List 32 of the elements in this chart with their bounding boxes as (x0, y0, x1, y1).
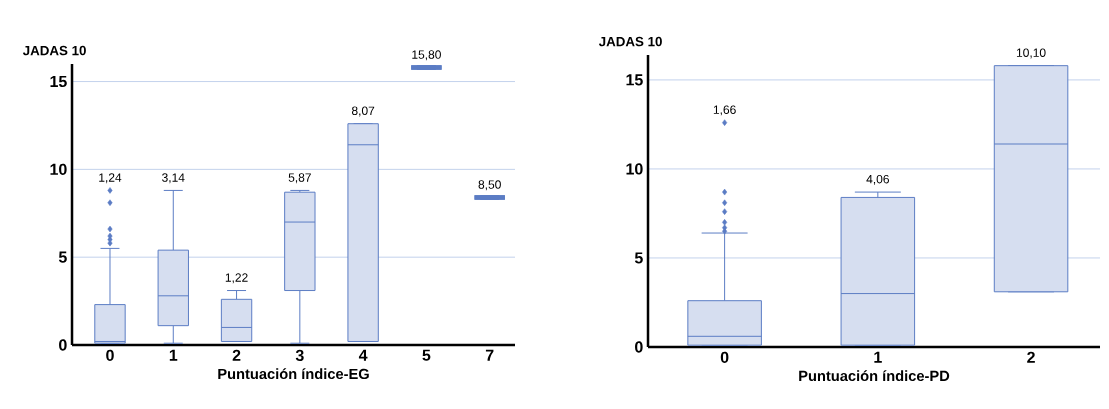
y-tick-label: 10 (626, 163, 643, 175)
annotation: 5,87 (288, 173, 311, 184)
y-axis-title: JADAS 10 (22, 45, 86, 56)
y-tick-label: 0 (635, 341, 643, 353)
x-axis-title: Puntuación índice-EG (218, 368, 369, 380)
y-tick-label: 15 (626, 74, 643, 86)
annotation: 10,10 (1016, 48, 1046, 59)
x-tick-label: 3 (295, 349, 304, 362)
y-tick-label: 0 (59, 339, 67, 351)
x-tick-label: 1 (874, 351, 882, 363)
x-axis-title: Puntuación índice-PD (799, 370, 950, 382)
y-tick-label: 10 (50, 163, 67, 176)
x-tick-label: 5 (422, 349, 431, 361)
x-tick-label: 1 (169, 349, 178, 361)
x-tick-label: 7 (485, 349, 494, 361)
annotation: 4,06 (866, 174, 889, 185)
x-tick-label: 2 (232, 349, 241, 361)
annotation: 1,22 (225, 273, 248, 284)
y-axis-title: JADAS 10 (598, 36, 662, 47)
y-tick-label: 15 (50, 75, 67, 88)
annotation: 8,07 (351, 106, 375, 117)
text: 15,80 (412, 50, 441, 61)
annotation: 3,14 (162, 173, 185, 184)
y-tick-label: 5 (58, 251, 67, 263)
x-tick-label: 2 (1027, 351, 1035, 363)
annotation: 1,66 (713, 105, 736, 116)
x-tick-label: 0 (106, 349, 114, 362)
x-tick-label: 4 (358, 349, 368, 361)
annotation: 1,24 (99, 173, 122, 184)
annotation: 8,50 (478, 180, 501, 191)
x-tick-label: 0 (720, 351, 729, 364)
y-tick-label: 5 (634, 252, 643, 264)
